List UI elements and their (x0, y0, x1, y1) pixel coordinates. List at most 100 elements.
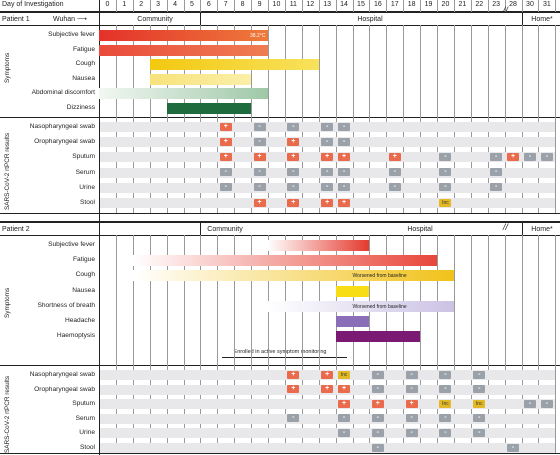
header-gridline (538, 0, 540, 12)
day-number: 9 (257, 1, 262, 8)
patient1-symptom-label: Nausea (72, 74, 95, 82)
patient1-symptom-label: Abdominal discomfort (31, 89, 95, 97)
patient1-result-positive: + (338, 152, 351, 161)
patient1-result-positive: + (287, 198, 300, 207)
header-gridline (149, 0, 151, 12)
patient2-result-negative: - (371, 370, 384, 379)
patient2-test-label: Stool (79, 444, 95, 451)
patient2-gridline (453, 235, 455, 453)
day-number: 16 (373, 1, 382, 8)
header-gridline (183, 0, 185, 12)
patient1-symptom-bar (99, 88, 268, 100)
patient1-result-positive: + (219, 152, 232, 161)
patient1-result-positive: + (219, 122, 232, 131)
patient2-gridline (504, 235, 506, 453)
patient2-test-row-shade (100, 399, 556, 410)
day-number: 14 (340, 1, 348, 8)
patient1-result-inconclusive: Inc (439, 198, 452, 207)
patient1-test-label: Stool (79, 199, 95, 206)
patient2-test-label: Nasopharyngeal swab (29, 371, 95, 378)
patient2-gridline (318, 235, 320, 453)
patient1-gridline (420, 25, 422, 213)
patient2-gridline (352, 235, 354, 453)
header-gridline (369, 0, 371, 12)
patient2-result-negative: - (338, 428, 351, 437)
patient2-test-label: Urine (79, 429, 95, 437)
day-number: 8 (240, 1, 245, 8)
patient2-result-negative: - (473, 370, 486, 379)
patient1-symptom-bar (99, 44, 268, 56)
patient2-gridline (115, 235, 117, 453)
patient1-result-positive: + (507, 152, 520, 161)
patient1-result-negative: - (287, 122, 300, 131)
patient1-symptom-bar (149, 59, 319, 71)
header-rule (0, 11, 560, 12)
header-gridline (403, 0, 405, 12)
patient2-result-negative: - (338, 414, 351, 423)
patient2-result-negative: - (473, 414, 486, 423)
header-gridline (166, 0, 168, 12)
header-gridline (386, 0, 388, 12)
patient1-result-negative: - (321, 168, 334, 177)
day-number: 22 (475, 1, 484, 8)
patient1-test-label: Sputum (72, 153, 95, 161)
patient1-result-negative: - (490, 152, 503, 161)
patient2-result-negative: - (371, 428, 384, 437)
day-number: 5 (189, 1, 194, 8)
patient2-symptom-bar (132, 270, 454, 282)
patient2-result-negative: - (371, 443, 384, 452)
patient1-gridline (318, 25, 320, 213)
patient1-result-positive: + (253, 198, 266, 207)
patient2-result-negative: - (371, 385, 384, 394)
patient2-result-positive: + (371, 399, 384, 408)
patient2-gridline (217, 235, 219, 453)
patient2-symptom-label: Nausea (72, 286, 95, 294)
patient2-test-label: Serum (75, 414, 95, 422)
patient2-symptom-label: Cough (75, 271, 95, 279)
patient2-gridline (234, 235, 236, 453)
patient2-symptom-bar (268, 240, 370, 251)
patient1-gridline (538, 25, 540, 213)
patient2-phase-home: Home* (531, 226, 553, 233)
patient2-gridline (284, 235, 286, 453)
patient2-section-rule (0, 365, 560, 366)
patient1-result-negative: - (338, 122, 351, 131)
patient2-gridline (149, 235, 151, 453)
patient1-result-negative: - (338, 168, 351, 177)
patient1-phase-home: Home* (531, 16, 553, 23)
header-gridline (268, 0, 269, 12)
day-number: 18 (407, 1, 416, 8)
day-number: 13 (323, 1, 332, 8)
header-gridline (200, 0, 202, 12)
patient2-gridline (403, 235, 405, 453)
patient2-result-inconclusive: Inc (473, 399, 486, 408)
patient2-symptom-label: Haemoptysis (56, 332, 95, 340)
patient2-gridline (251, 235, 253, 453)
patient2-phase-hospital: Hospital (407, 226, 433, 233)
patient2-gridline (369, 235, 371, 453)
day-number: 20 (441, 1, 450, 8)
patient1-result-positive: + (219, 137, 232, 146)
patient2-test-row-shade (100, 443, 556, 453)
patient2-result-negative: - (507, 443, 520, 452)
day-number: 0 (105, 1, 110, 8)
patient1-result-negative: - (219, 183, 232, 192)
patient1-result-negative: - (490, 183, 503, 192)
patient2-gridline (166, 235, 168, 453)
patient2-gridline (538, 235, 540, 453)
patient1-result-negative: - (321, 122, 334, 131)
patient2-result-negative: - (439, 428, 452, 437)
patient2-result-negative: - (405, 414, 418, 423)
header-gridline (352, 0, 354, 12)
phase-divider (521, 12, 523, 25)
patient1-result-positive: + (287, 152, 300, 161)
patient1-gridline (470, 25, 472, 213)
patient1-result-negative: - (338, 137, 351, 146)
header-gridline (504, 0, 506, 12)
patient2-symptom-label: Headache (64, 317, 95, 324)
patient2-gridline (487, 235, 489, 453)
patient1-section-rule (0, 117, 560, 118)
day-number: 7 (223, 1, 228, 8)
patient2-gridline (268, 235, 269, 453)
day-number: 4 (173, 1, 177, 8)
